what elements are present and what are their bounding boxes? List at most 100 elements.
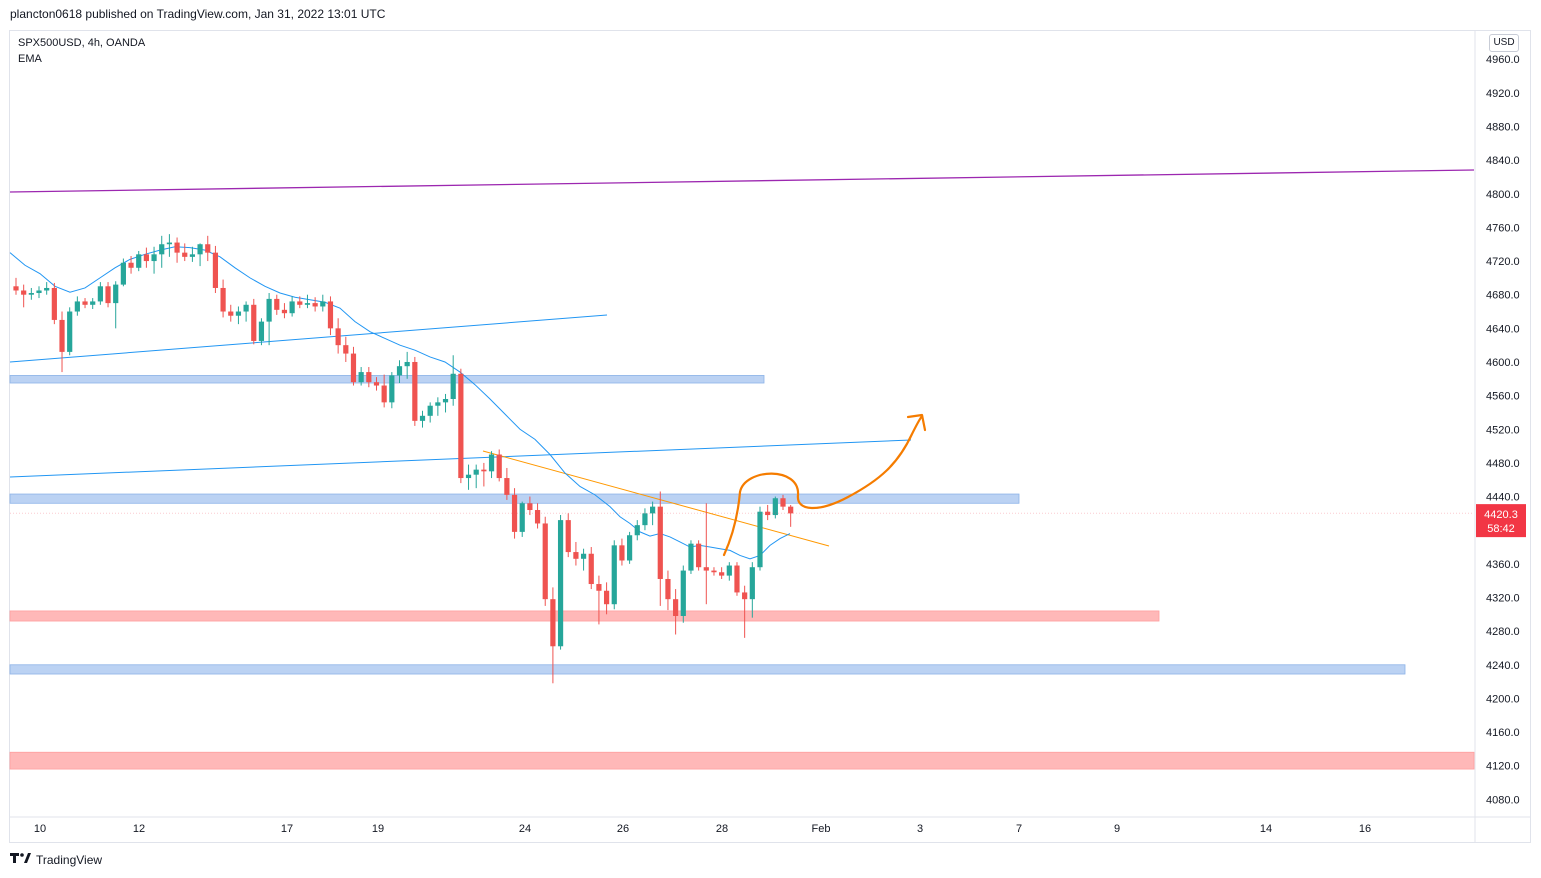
candle [412,356,418,426]
y-tick-label: 4640.0 [1486,323,1520,335]
candle [366,367,372,388]
x-tick-label: 10 [34,823,46,835]
candle-body [627,535,633,561]
candle [74,296,80,316]
candle [235,306,242,325]
y-tick-label: 4960.0 [1486,54,1520,66]
y-tick-label: 4840.0 [1486,155,1520,167]
y-tick-label: 4120.0 [1486,761,1520,773]
candle-body [412,361,418,421]
candle [680,565,686,623]
candle-body [297,301,303,305]
x-tick-label: 28 [716,823,728,835]
x-tick-label: 26 [617,823,629,835]
candle [473,464,479,489]
candle [373,377,380,391]
candle [343,336,349,362]
hand-drawn-projection [722,414,924,557]
candle-body [166,242,172,245]
current-price-badge [1476,504,1526,538]
candle-body [481,469,487,472]
candle-body [711,570,717,573]
support-zone-4580 [9,375,765,384]
candle [580,548,587,571]
currency-badge[interactable]: USD [1489,34,1519,52]
candle [588,547,594,590]
candle [711,567,717,576]
candle [419,410,426,428]
candle [488,451,495,479]
candle [450,355,456,406]
candle-body [788,506,794,514]
tradingview-logo-icon [10,852,32,867]
symbol-label[interactable]: SPX500USD, 4h, OANDA [18,37,146,49]
candle-body [611,545,617,605]
y-tick-label: 4600.0 [1486,357,1520,369]
candle-body [51,287,57,320]
candle-body [719,572,725,576]
candle-body [442,398,449,403]
support-zone-4235 [9,664,1406,675]
candle-body [588,553,594,585]
candle [266,293,272,346]
candle-body [496,454,502,479]
candle-body [366,372,372,383]
ema-line [9,246,791,560]
candle-body [182,252,188,257]
y-tick-label: 4440.0 [1486,492,1520,504]
candles-group [13,234,794,684]
candle [258,318,265,346]
candle-body [335,328,341,346]
candle [197,243,203,267]
candle-body [504,478,510,495]
candle [82,298,88,309]
candle-body [289,301,295,314]
chart-frame[interactable] [9,30,1531,843]
candle [442,393,449,413]
candle-body [419,415,426,421]
candle [611,540,617,610]
candle-body [542,523,548,600]
ema-indicator-label[interactable]: EMA [18,53,42,65]
x-tick-label: Feb [812,823,831,835]
candle [44,282,50,295]
candle [350,346,357,386]
candle [274,294,280,315]
x-tick-label: 12 [133,823,145,835]
candle-body [757,511,763,568]
candle [780,494,786,511]
candle [105,282,111,308]
candle-body [220,287,226,312]
y-tick-label: 4080.0 [1486,794,1520,806]
candle-body [650,506,656,514]
candle-body [320,301,326,307]
candle [220,279,226,318]
candle [205,235,211,262]
candle-body [143,254,149,262]
candle [28,287,34,300]
demand-zone-4125 [9,751,1475,770]
candle [281,303,288,319]
candle [381,374,387,408]
candle [757,506,763,571]
footer-brand[interactable]: TradingView [36,852,103,867]
y-tick-label: 4480.0 [1486,458,1520,470]
candle [289,296,295,317]
candle-body [151,254,157,262]
candle [603,582,610,615]
candle [312,297,318,312]
candle [67,307,73,356]
candle-body [619,545,625,561]
candle [519,501,525,537]
candle [251,298,257,345]
candle [504,467,510,500]
candle-body [726,565,732,576]
chart-legend: SPX500USD, 4h, OANDA EMA [18,35,145,67]
candle-body [527,503,533,511]
candle-body [749,567,755,600]
candle-body [703,567,709,571]
x-tick-label: 17 [281,823,293,835]
candle-body [550,599,556,647]
candle-body [435,402,441,406]
